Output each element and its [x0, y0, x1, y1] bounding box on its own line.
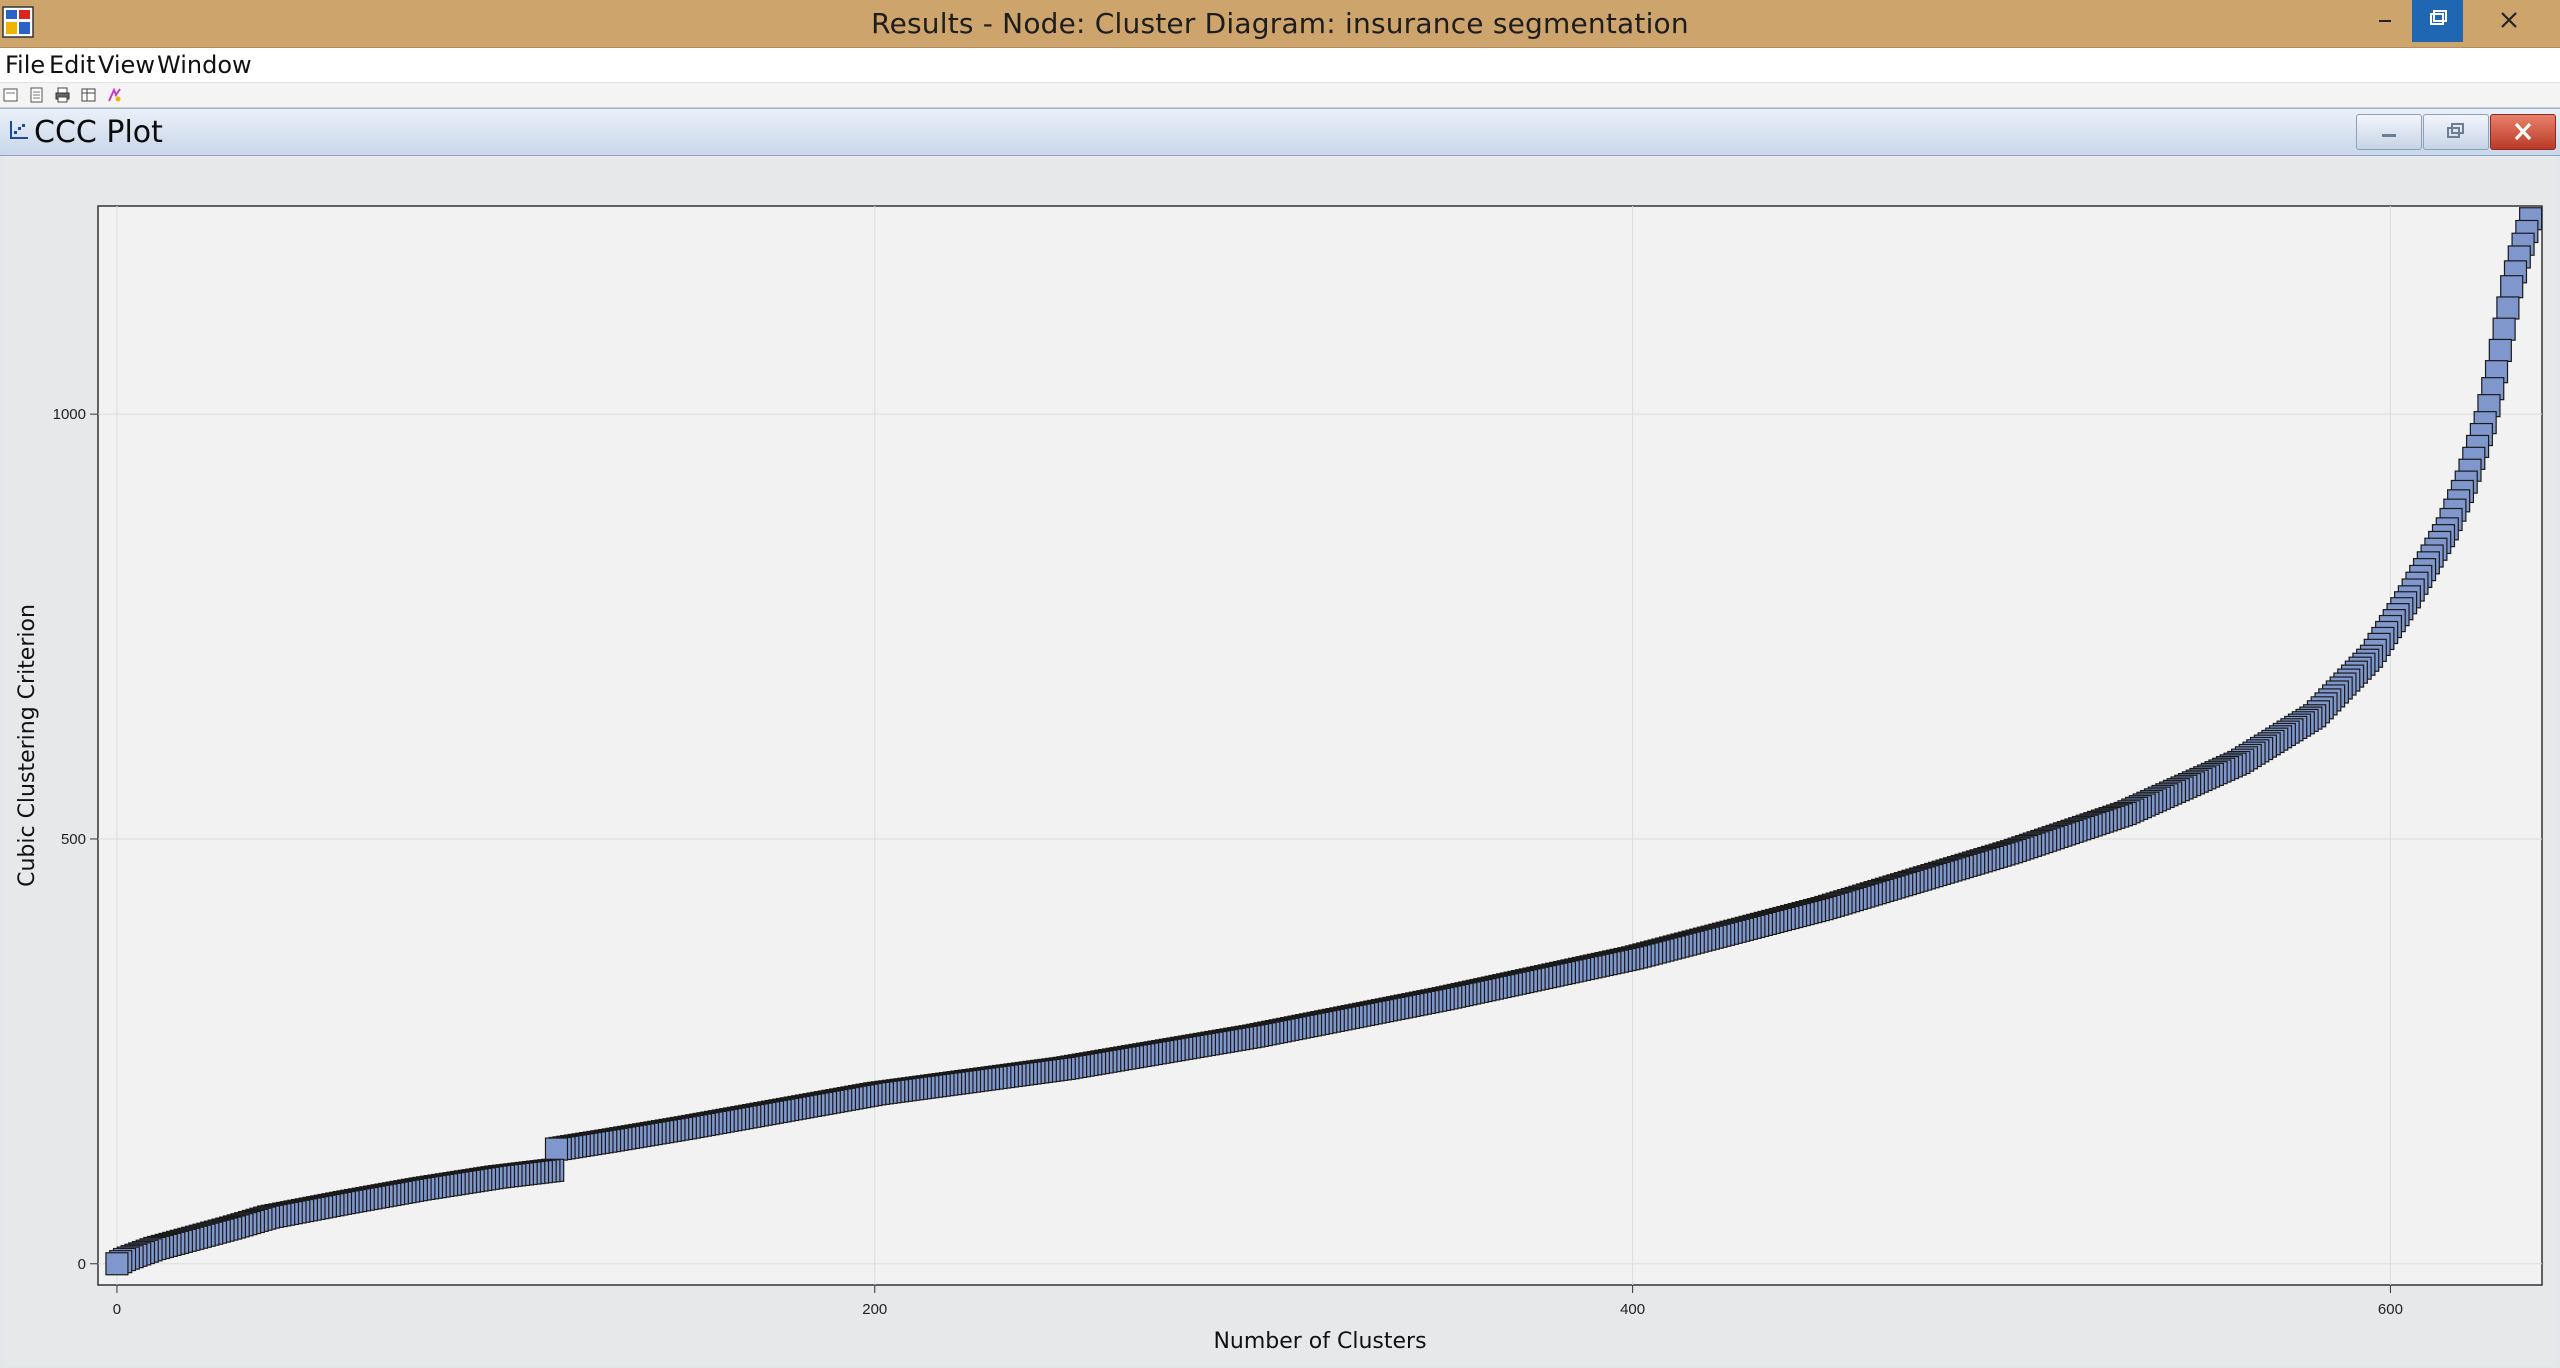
x-tick-label: 600 — [2378, 1301, 2403, 1318]
scatter-point[interactable] — [105, 1252, 129, 1276]
menu-view[interactable]: View — [98, 51, 155, 79]
print-icon[interactable] — [55, 87, 70, 103]
x-tick-label: 200 — [862, 1301, 887, 1318]
maximize-window-button[interactable] — [2412, 0, 2463, 42]
menu-bar: File Edit View Window — [0, 48, 2560, 83]
window-title-bar: Results - Node: Cluster Diagram: insuran… — [0, 0, 2560, 48]
scatter-point[interactable] — [2488, 338, 2512, 363]
plot-background — [97, 205, 2543, 1286]
window-title: Results - Node: Cluster Diagram: insuran… — [871, 7, 1689, 40]
frame-minimize-button[interactable] — [2356, 114, 2422, 150]
frame-restore-button[interactable] — [2423, 114, 2489, 150]
toolbar — [0, 83, 2560, 108]
plot-icon — [10, 121, 28, 139]
frame-header: CCC Plot — [0, 108, 2560, 156]
scatter-point[interactable] — [2496, 296, 2520, 320]
x-axis-label: Number of Clusters — [1213, 1329, 1426, 1354]
ccc-scatter-chart[interactable]: 0 200 400 600 0 500 1000 Number of Clusters Cubi… — [4, 156, 2556, 1366]
x-tick-label: 400 — [1620, 1301, 1645, 1318]
scatter-point[interactable] — [544, 1137, 569, 1161]
close-window-button[interactable] — [2478, 0, 2540, 42]
scatter-points — [105, 207, 2543, 1276]
app-icon[interactable] — [2, 6, 34, 38]
table-icon[interactable] — [81, 87, 96, 103]
scatter-point[interactable] — [2492, 317, 2516, 341]
y-tick-label: 500 — [61, 831, 86, 848]
plot-area: 0 200 400 600 0 500 1000 Number of Clusters Cubi… — [4, 156, 2556, 1366]
menu-edit[interactable]: Edit — [49, 51, 96, 79]
frame-close-button[interactable] — [2490, 114, 2556, 150]
ccc-plot-frame: CCC Plot 0 200 400 600 0 500 1000 Number of Clu… — [0, 108, 2560, 1368]
y-tick-label: 1000 — [53, 406, 86, 423]
minimize-window-button[interactable] — [2368, 0, 2402, 42]
menu-window[interactable]: Window — [157, 51, 252, 79]
y-axis-label: Cubic Clustering Criterion — [15, 604, 40, 887]
explore-icon[interactable] — [107, 87, 122, 103]
menu-file[interactable]: File — [5, 51, 46, 79]
page-setup-icon[interactable] — [3, 87, 18, 103]
copy-icon[interactable] — [29, 87, 44, 103]
scatter-point[interactable] — [2500, 275, 2524, 299]
frame-title: CCC Plot — [34, 115, 163, 150]
x-tick-label: 0 — [113, 1301, 121, 1318]
y-tick-label: 0 — [78, 1256, 86, 1273]
